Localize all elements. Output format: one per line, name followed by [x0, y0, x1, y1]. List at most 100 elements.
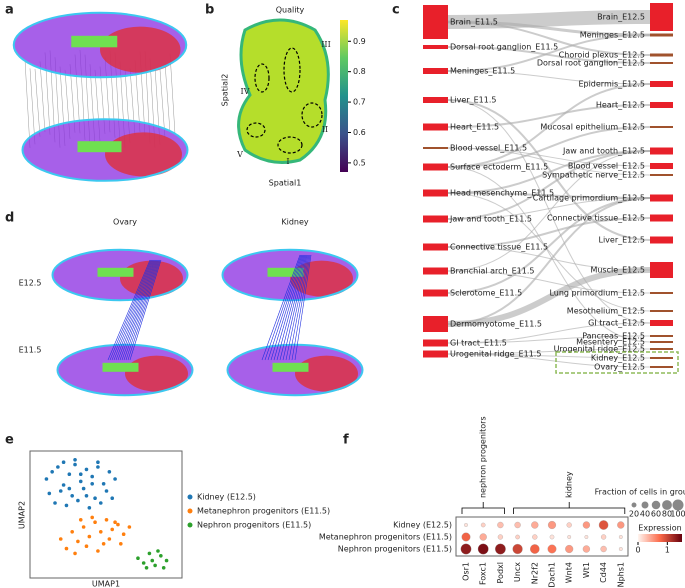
region	[283, 47, 301, 93]
link	[447, 197, 651, 325]
dot	[618, 547, 623, 551]
match-line	[111, 259, 153, 361]
point	[101, 482, 106, 486]
dot	[584, 535, 589, 539]
point	[87, 506, 92, 510]
match-line	[279, 254, 307, 361]
point	[104, 489, 109, 493]
point	[64, 503, 69, 508]
node	[650, 163, 673, 169]
node-label: Urogenital ridge_E12.5	[554, 345, 645, 354]
link	[447, 99, 651, 324]
dot	[497, 521, 504, 529]
link	[447, 104, 651, 128]
node	[650, 33, 673, 37]
node-label: Epidermis_E12.5	[578, 80, 645, 89]
node-label: Brain_E11.5	[450, 18, 498, 27]
region-label: V	[236, 150, 243, 159]
link	[447, 192, 651, 199]
size-legend-label: 20	[629, 510, 639, 519]
panel-letter: d	[5, 211, 14, 226]
row-title: E11.5	[19, 346, 42, 355]
node-label: Mesothelium_E12.5	[567, 307, 645, 316]
point	[147, 551, 152, 556]
point	[67, 472, 72, 477]
tissue	[51, 248, 189, 302]
node	[423, 243, 448, 251]
column-title: Ovary	[113, 218, 137, 227]
link	[447, 353, 651, 368]
dot	[618, 535, 623, 539]
node-label: GI tract_E11.5	[450, 339, 507, 348]
alignment-line	[24, 59, 31, 149]
point	[73, 462, 77, 467]
legend-marker	[187, 494, 193, 500]
point	[78, 472, 83, 477]
size-legend-dot	[651, 500, 661, 510]
panel-letter: f	[343, 433, 349, 448]
point	[136, 556, 140, 560]
match-line	[261, 254, 301, 361]
dot	[617, 521, 625, 529]
point	[84, 467, 89, 472]
link	[447, 192, 651, 312]
point	[90, 515, 94, 520]
point	[87, 534, 92, 539]
panel-letter: b	[205, 3, 214, 18]
match-line	[285, 254, 309, 361]
point	[104, 518, 109, 522]
dot	[530, 544, 540, 554]
node-label: Mucosal epithelium_E12.5	[540, 123, 645, 132]
node-label: Jaw and tooth_E12.5	[562, 147, 645, 156]
tissue	[71, 35, 118, 48]
panel-letter: a	[5, 3, 14, 18]
node-label: Dermomyotome_E11.5	[450, 320, 542, 329]
node	[423, 123, 448, 131]
point	[161, 566, 166, 570]
match-line	[125, 259, 160, 361]
bracket	[461, 502, 505, 514]
point	[58, 489, 63, 493]
legend-label: Kidney (E12.5)	[197, 493, 256, 502]
plot-frame	[29, 450, 183, 579]
node	[423, 68, 448, 74]
spatial-map	[237, 18, 330, 164]
region	[277, 136, 303, 154]
point	[107, 537, 112, 541]
node	[650, 102, 673, 108]
point	[98, 501, 103, 505]
point	[116, 522, 120, 527]
colorbar-tick-label: 0.9	[353, 37, 366, 46]
link	[447, 21, 651, 56]
match-line	[127, 259, 161, 361]
point	[141, 561, 146, 565]
legend-marker	[187, 522, 193, 528]
point	[121, 532, 126, 536]
point	[73, 458, 77, 462]
dot	[565, 544, 574, 554]
y-axis-label: Spatial2	[221, 74, 230, 107]
region	[246, 122, 266, 138]
dot	[582, 545, 591, 553]
dot	[479, 533, 487, 541]
point	[110, 527, 115, 532]
alignment-line	[159, 69, 166, 138]
dot	[464, 523, 468, 527]
node	[423, 267, 448, 275]
node-label: Dorsal root ganglion_E12.5	[537, 59, 645, 68]
match-line	[276, 254, 306, 361]
size-legend-dot	[672, 499, 684, 511]
size-legend-dot	[662, 500, 672, 510]
point	[96, 465, 100, 469]
node-label: Connective tissue_E12.5	[547, 214, 645, 223]
node	[650, 262, 673, 278]
node-label: Heart_E12.5	[596, 101, 645, 110]
point	[64, 546, 69, 551]
node-label: Jaw and tooth_E11.5	[449, 215, 532, 224]
colorbar-tick-label: 0.5	[353, 158, 366, 167]
colorbar-tick-label: 0.7	[353, 98, 366, 107]
node	[650, 341, 673, 343]
match-line	[291, 254, 311, 361]
link	[447, 46, 651, 64]
